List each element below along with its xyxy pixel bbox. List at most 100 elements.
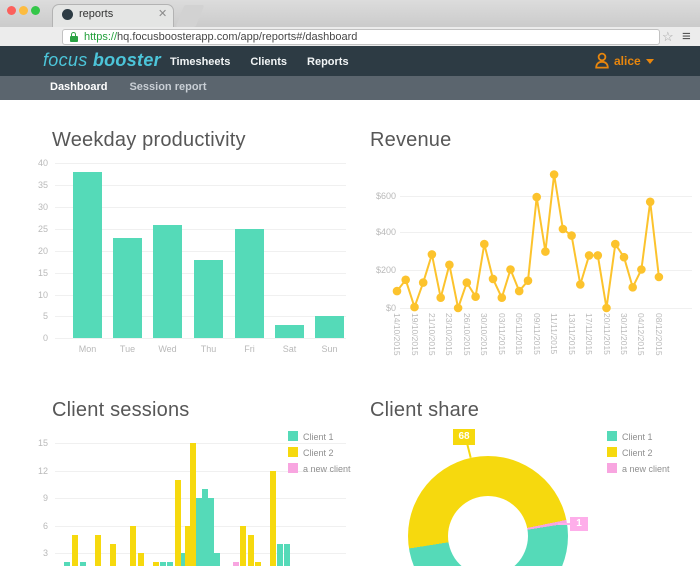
browser-menu-icon[interactable]: ≡ (682, 28, 691, 45)
data-point (523, 276, 533, 285)
legend-swatch (288, 447, 298, 457)
legend-label[interactable]: Client 2 (622, 448, 653, 458)
x-tick-label: Fri (244, 344, 255, 354)
bar (214, 553, 220, 566)
focus-booster-logo[interactable]: focus booster (43, 50, 161, 71)
gridline (400, 308, 692, 309)
subnav-item-dashboard[interactable]: Dashboard (50, 81, 108, 93)
bar (167, 562, 173, 566)
bar (153, 224, 182, 339)
callout-line-1 (558, 523, 571, 525)
data-point (497, 293, 507, 302)
y-tick-label: 10 (37, 289, 48, 300)
x-tick-label: 11/11/2015 (549, 313, 560, 355)
data-point (410, 302, 419, 312)
gridline (55, 228, 346, 230)
url-text[interactable]: https://hq.focusboosterapp.com/app/repor… (84, 31, 357, 43)
callout-label-68: 68 (453, 429, 475, 445)
x-tick-label: Sun (321, 344, 338, 354)
window-minimize-button[interactable] (19, 6, 28, 15)
bar (270, 470, 276, 566)
legend-swatch (607, 463, 617, 473)
y-tick-label: 20 (37, 245, 48, 256)
data-point (401, 275, 410, 285)
x-tick-label: 19/10/2015 (409, 313, 420, 356)
bookmark-star-icon[interactable]: ☆ (662, 29, 674, 44)
gridline (400, 195, 692, 197)
bar (185, 525, 191, 566)
username-label: alice (614, 53, 641, 68)
data-point (506, 265, 515, 274)
data-point (637, 265, 646, 274)
new-tab-button[interactable] (175, 5, 205, 27)
url-scheme: https:// (84, 31, 118, 43)
y-tick-label: 25 (37, 223, 48, 234)
y-tick-label: $600 (375, 190, 396, 201)
x-tick-label: 14/10/2015 (392, 313, 402, 356)
bar (153, 562, 159, 566)
nav-item-clients[interactable]: Clients (250, 56, 288, 68)
donut-hole (448, 496, 528, 566)
data-point (567, 231, 576, 240)
data-point (532, 192, 541, 202)
data-point (418, 278, 428, 287)
y-tick-label: 35 (37, 180, 48, 191)
x-tick-label: 04/12/2015 (636, 313, 647, 356)
bar (110, 543, 116, 566)
user-icon (595, 52, 609, 69)
bar (73, 172, 102, 339)
data-point (645, 197, 655, 207)
data-point (436, 293, 445, 302)
bar (248, 534, 254, 566)
bar (284, 543, 290, 566)
url-bar[interactable] (62, 29, 660, 45)
nav-item-reports[interactable]: Reports (307, 56, 349, 68)
x-tick-label: Sat (282, 344, 297, 354)
revenue-line (396, 173, 660, 309)
tab-close-icon[interactable]: ✕ (158, 8, 168, 20)
bar (190, 442, 196, 566)
data-point (602, 303, 611, 313)
bar (138, 553, 144, 566)
gridline (55, 185, 346, 187)
y-tick-label: 5 (42, 311, 48, 322)
bar (277, 543, 283, 566)
bar (255, 562, 261, 566)
legend-label[interactable]: Client 2 (303, 448, 334, 458)
x-tick-label: 03/11/2015 (496, 313, 507, 355)
bar (64, 562, 70, 566)
data-point (628, 283, 637, 292)
window-close-button[interactable] (7, 6, 16, 15)
revenue-title: Revenue (370, 129, 452, 151)
y-tick-label: 6 (42, 520, 48, 531)
bar (130, 525, 136, 566)
legend-label[interactable]: a new client (303, 464, 351, 474)
gridline (55, 338, 346, 340)
x-tick-label: 17/11/2015 (584, 313, 595, 355)
subnav-item-session-report[interactable]: Session report (129, 81, 207, 93)
window-zoom-button[interactable] (31, 6, 40, 15)
data-point (619, 252, 629, 262)
data-point (558, 224, 568, 234)
callout-line-68 (466, 443, 472, 459)
x-tick-label: 05/11/2015 (514, 313, 525, 355)
y-tick-label: $200 (375, 265, 396, 275)
sub-nav-bar (0, 76, 700, 100)
legend-label[interactable]: Client 1 (622, 432, 653, 442)
y-tick-label: 40 (37, 158, 48, 169)
user-menu[interactable]: alice (595, 52, 654, 69)
client-share-title: Client share (370, 399, 480, 421)
x-tick-label: Thu (200, 344, 217, 354)
nav-item-timesheets[interactable]: Timesheets (170, 56, 231, 68)
client-sessions-title: Client sessions (52, 399, 190, 421)
x-tick-label: 20/11/2015 (601, 313, 612, 355)
legend-label[interactable]: a new client (622, 464, 670, 474)
legend-swatch (288, 431, 298, 441)
bar (80, 562, 86, 566)
data-point (488, 274, 498, 284)
data-point (480, 239, 489, 249)
bar (240, 525, 246, 566)
nav-menu: Timesheets Clients Reports (170, 56, 349, 68)
legend-label[interactable]: Client 1 (303, 432, 334, 442)
